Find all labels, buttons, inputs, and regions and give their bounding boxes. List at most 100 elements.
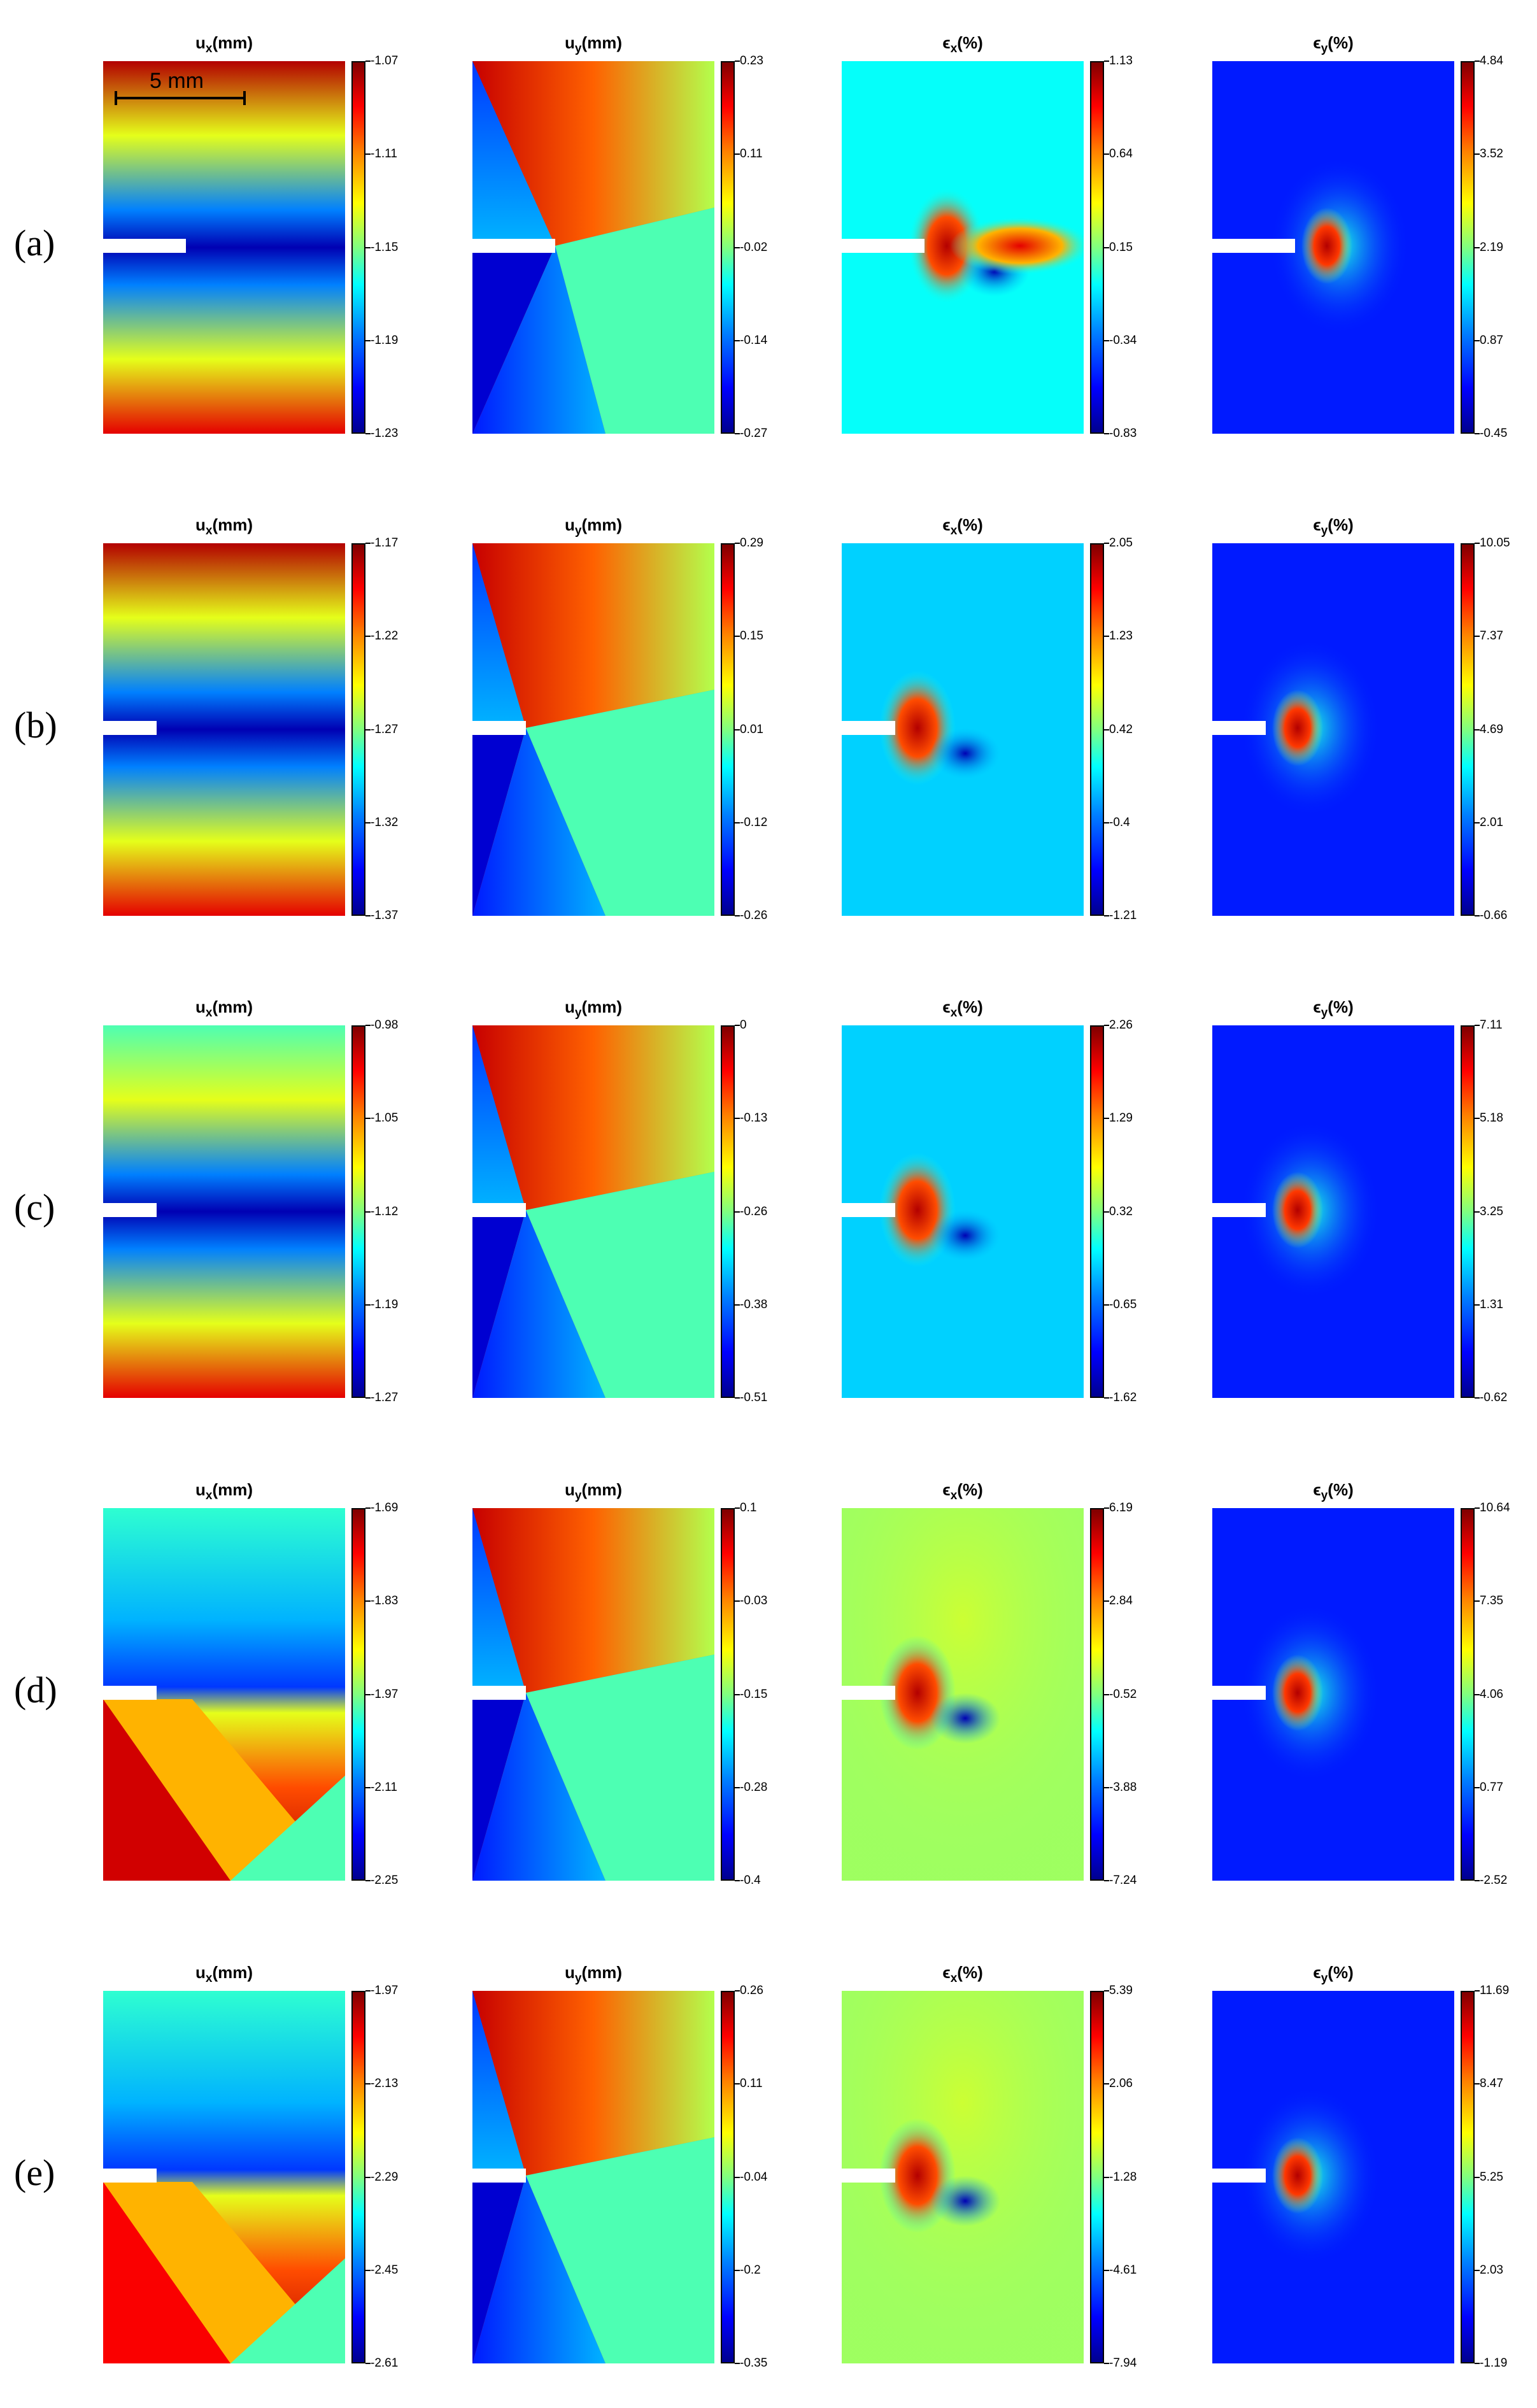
- colorbar-tick-label: 1.29: [1109, 1111, 1133, 1125]
- colorbar-tick-label: -2.25: [371, 1874, 399, 1887]
- colorbar-tick-label: 0.11: [740, 147, 763, 161]
- field-map: [1212, 1025, 1454, 1398]
- colorbar-tick: [1475, 1507, 1480, 1509]
- colorbar: [351, 1025, 365, 1398]
- colorbar-tick: [1104, 1880, 1109, 1881]
- colorbar-tick: [365, 1211, 371, 1213]
- colorbar-tick-label: 5.25: [1480, 2170, 1503, 2184]
- colorbar: [351, 61, 365, 434]
- colorbar-tick: [1104, 153, 1109, 155]
- colorbar-tick-label: -1.32: [371, 815, 399, 829]
- colorbar-tick: [735, 339, 740, 341]
- colorbar-tick-label: -1.07: [371, 54, 399, 68]
- title-symbol: ϵ: [1313, 1480, 1321, 1499]
- colorbar-tick: [1104, 915, 1109, 916]
- scale-bar-label: 5 mm: [150, 69, 204, 93]
- colorbar-tick: [1475, 2269, 1480, 2271]
- colorbar-tick: [1104, 2176, 1109, 2178]
- field-map-svg: [472, 1508, 714, 1881]
- colorbar-tick: [365, 1693, 371, 1695]
- colorbar: [1461, 1991, 1475, 2363]
- crack-notch: [1212, 721, 1266, 735]
- panel-title: uy(mm): [565, 1963, 622, 1986]
- colorbar-tick: [365, 2176, 371, 2178]
- title-unit: (mm): [212, 1480, 253, 1499]
- colorbar-tick: [735, 1786, 740, 1788]
- colorbar-tick-label: -1.19: [371, 333, 399, 347]
- colorbar-tick: [1475, 1118, 1480, 1120]
- colorbar: [1090, 1025, 1104, 1398]
- colorbar-tick-label: -7.94: [1109, 2356, 1137, 2370]
- colorbar-tick-label: -7.24: [1109, 1874, 1137, 1887]
- title-unit: (mm): [212, 33, 253, 52]
- colorbar-tick: [1104, 1304, 1109, 1306]
- colorbar-tick: [735, 153, 740, 155]
- title-subscript: x: [205, 524, 213, 538]
- panel-title: ϵx(%): [942, 515, 982, 538]
- field-map-svg: [1212, 1025, 1454, 1398]
- title-subscript: x: [950, 1006, 958, 1020]
- title-unit: (%): [957, 1963, 983, 1982]
- colorbar-tick-label: -0.03: [740, 1594, 768, 1608]
- title-unit: (mm): [581, 33, 623, 52]
- colorbar-tick: [1475, 822, 1480, 823]
- title-subscript: y: [1321, 524, 1328, 538]
- colorbar-tick-label: -0.27: [740, 427, 768, 440]
- colorbar-tick: [1475, 729, 1480, 730]
- colorbar-tick: [365, 246, 371, 248]
- colorbar-tick-label: -0.14: [740, 333, 768, 347]
- colorbar-tick-label: 10.05: [1480, 536, 1510, 550]
- colorbar-tick: [1475, 1211, 1480, 1213]
- title-unit: (%): [957, 33, 983, 52]
- field-map-svg: [103, 1508, 345, 1881]
- title-symbol: u: [195, 33, 206, 52]
- panel-title: ux(mm): [195, 1963, 253, 1986]
- colorbar-tick-label: 3.52: [1480, 147, 1503, 161]
- colorbar-tick: [1104, 2269, 1109, 2271]
- colorbar-tick: [735, 1118, 740, 1120]
- colorbar-tick: [735, 729, 740, 730]
- colorbar-tick-label: 3.25: [1480, 1204, 1503, 1218]
- field-map-svg: [1212, 61, 1454, 434]
- colorbar-tick: [365, 1600, 371, 1602]
- colorbar-tick: [1104, 246, 1109, 248]
- colorbar-tick: [1475, 1397, 1480, 1399]
- colorbar-tick-label: -2.61: [371, 2356, 399, 2370]
- colorbar-tick: [735, 543, 740, 544]
- colorbar-tick-label: -4.61: [1109, 2263, 1137, 2277]
- title-unit: (mm): [581, 997, 623, 1016]
- panel-title: ϵy(%): [1313, 1963, 1353, 1986]
- title-subscript: x: [950, 42, 958, 56]
- field-map: [103, 1991, 345, 2363]
- colorbar-tick-label: 0.26: [740, 1984, 763, 1997]
- colorbar-tick: [365, 1304, 371, 1306]
- colorbar-tick-label: 0.64: [1109, 147, 1133, 161]
- title-subscript: x: [205, 1972, 213, 1986]
- colorbar-tick: [735, 433, 740, 434]
- title-subscript: x: [205, 1489, 213, 1503]
- colorbar-tick: [1475, 2083, 1480, 2085]
- colorbar-tick: [735, 1600, 740, 1602]
- colorbar-tick: [1475, 1693, 1480, 1695]
- colorbar-tick: [365, 1397, 371, 1399]
- title-subscript: y: [1321, 42, 1328, 56]
- colorbar-tick: [735, 2176, 740, 2178]
- title-subscript: y: [1321, 1489, 1328, 1503]
- title-unit: (mm): [212, 1963, 253, 1982]
- colorbar-tick: [1475, 1990, 1480, 1991]
- colorbar-tick: [735, 1211, 740, 1213]
- colorbar-tick: [365, 543, 371, 544]
- colorbar-tick: [365, 433, 371, 434]
- crack-notch: [472, 1686, 526, 1700]
- title-unit: (%): [957, 515, 983, 534]
- field-map-svg: [472, 1991, 714, 2363]
- title-symbol: u: [564, 1480, 575, 1499]
- crack-notch: [103, 721, 157, 735]
- crack-notch: [1212, 2169, 1266, 2183]
- colorbar-tick: [1475, 339, 1480, 341]
- colorbar: [351, 1991, 365, 2363]
- colorbar-tick-label: -1.15: [371, 240, 399, 254]
- colorbar-tick: [1104, 1990, 1109, 1991]
- colorbar-tick: [1475, 1880, 1480, 1881]
